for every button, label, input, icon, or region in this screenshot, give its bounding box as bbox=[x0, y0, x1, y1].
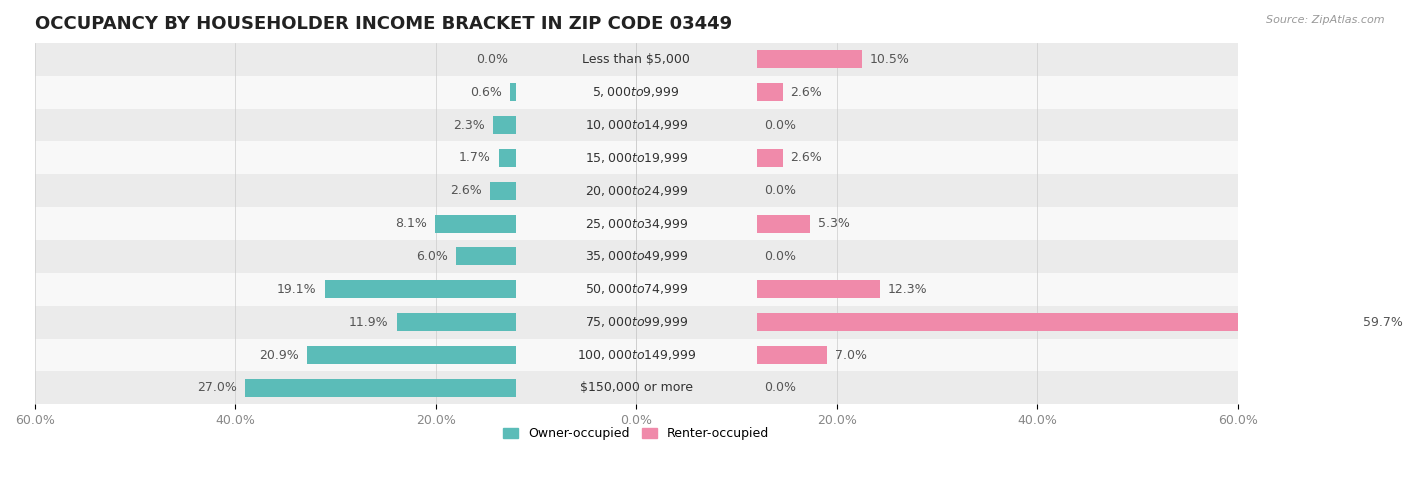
Text: 20.9%: 20.9% bbox=[259, 348, 298, 362]
Text: 6.0%: 6.0% bbox=[416, 250, 449, 263]
Text: $5,000 to $9,999: $5,000 to $9,999 bbox=[592, 85, 681, 99]
Legend: Owner-occupied, Renter-occupied: Owner-occupied, Renter-occupied bbox=[498, 422, 775, 445]
Text: 5.3%: 5.3% bbox=[818, 217, 849, 230]
Bar bbox=[434, 214, 516, 233]
Text: 8.1%: 8.1% bbox=[395, 217, 427, 230]
Bar bbox=[35, 174, 1237, 207]
Bar bbox=[246, 379, 516, 397]
Text: $150,000 or more: $150,000 or more bbox=[579, 382, 693, 394]
Text: 1.7%: 1.7% bbox=[460, 151, 491, 164]
Text: 19.1%: 19.1% bbox=[277, 283, 316, 296]
Bar bbox=[756, 280, 880, 298]
Text: Less than $5,000: Less than $5,000 bbox=[582, 53, 690, 66]
Text: $35,000 to $49,999: $35,000 to $49,999 bbox=[585, 249, 688, 263]
Text: $20,000 to $24,999: $20,000 to $24,999 bbox=[585, 184, 688, 198]
Text: 2.6%: 2.6% bbox=[790, 86, 823, 99]
Text: $25,000 to $34,999: $25,000 to $34,999 bbox=[585, 217, 688, 230]
Bar bbox=[456, 247, 516, 265]
Bar bbox=[756, 50, 862, 69]
Bar bbox=[307, 346, 516, 364]
Text: 0.6%: 0.6% bbox=[470, 86, 502, 99]
Bar bbox=[35, 339, 1237, 371]
Text: 27.0%: 27.0% bbox=[197, 382, 238, 394]
Text: 11.9%: 11.9% bbox=[349, 316, 388, 329]
Text: 12.3%: 12.3% bbox=[887, 283, 928, 296]
Bar bbox=[489, 182, 516, 200]
Text: $100,000 to $149,999: $100,000 to $149,999 bbox=[576, 348, 696, 362]
Text: 2.6%: 2.6% bbox=[790, 151, 823, 164]
Text: 0.0%: 0.0% bbox=[765, 119, 797, 132]
Bar bbox=[35, 306, 1237, 339]
Bar bbox=[756, 346, 827, 364]
Text: $50,000 to $74,999: $50,000 to $74,999 bbox=[585, 282, 688, 296]
Bar bbox=[35, 371, 1237, 404]
Bar bbox=[35, 76, 1237, 108]
Bar bbox=[756, 149, 783, 167]
Bar bbox=[396, 313, 516, 331]
Bar bbox=[35, 207, 1237, 240]
Bar bbox=[494, 116, 516, 134]
Bar bbox=[35, 43, 1237, 76]
Bar bbox=[756, 83, 783, 101]
Bar bbox=[510, 83, 516, 101]
Text: 0.0%: 0.0% bbox=[765, 382, 797, 394]
Bar bbox=[35, 141, 1237, 174]
Bar bbox=[35, 240, 1237, 273]
Bar bbox=[756, 313, 1355, 331]
Bar bbox=[499, 149, 516, 167]
Text: 0.0%: 0.0% bbox=[765, 184, 797, 197]
Bar bbox=[35, 273, 1237, 306]
Text: $75,000 to $99,999: $75,000 to $99,999 bbox=[585, 315, 688, 329]
Text: OCCUPANCY BY HOUSEHOLDER INCOME BRACKET IN ZIP CODE 03449: OCCUPANCY BY HOUSEHOLDER INCOME BRACKET … bbox=[35, 15, 733, 33]
Bar bbox=[325, 280, 516, 298]
Text: 0.0%: 0.0% bbox=[477, 53, 508, 66]
Text: 0.0%: 0.0% bbox=[765, 250, 797, 263]
Text: $10,000 to $14,999: $10,000 to $14,999 bbox=[585, 118, 688, 132]
Text: $15,000 to $19,999: $15,000 to $19,999 bbox=[585, 151, 688, 165]
Text: 7.0%: 7.0% bbox=[835, 348, 866, 362]
Bar bbox=[756, 214, 810, 233]
Text: 2.6%: 2.6% bbox=[450, 184, 482, 197]
Text: Source: ZipAtlas.com: Source: ZipAtlas.com bbox=[1267, 15, 1385, 25]
Bar bbox=[35, 108, 1237, 141]
Text: 10.5%: 10.5% bbox=[870, 53, 910, 66]
Text: 59.7%: 59.7% bbox=[1362, 316, 1403, 329]
Text: 2.3%: 2.3% bbox=[453, 119, 485, 132]
